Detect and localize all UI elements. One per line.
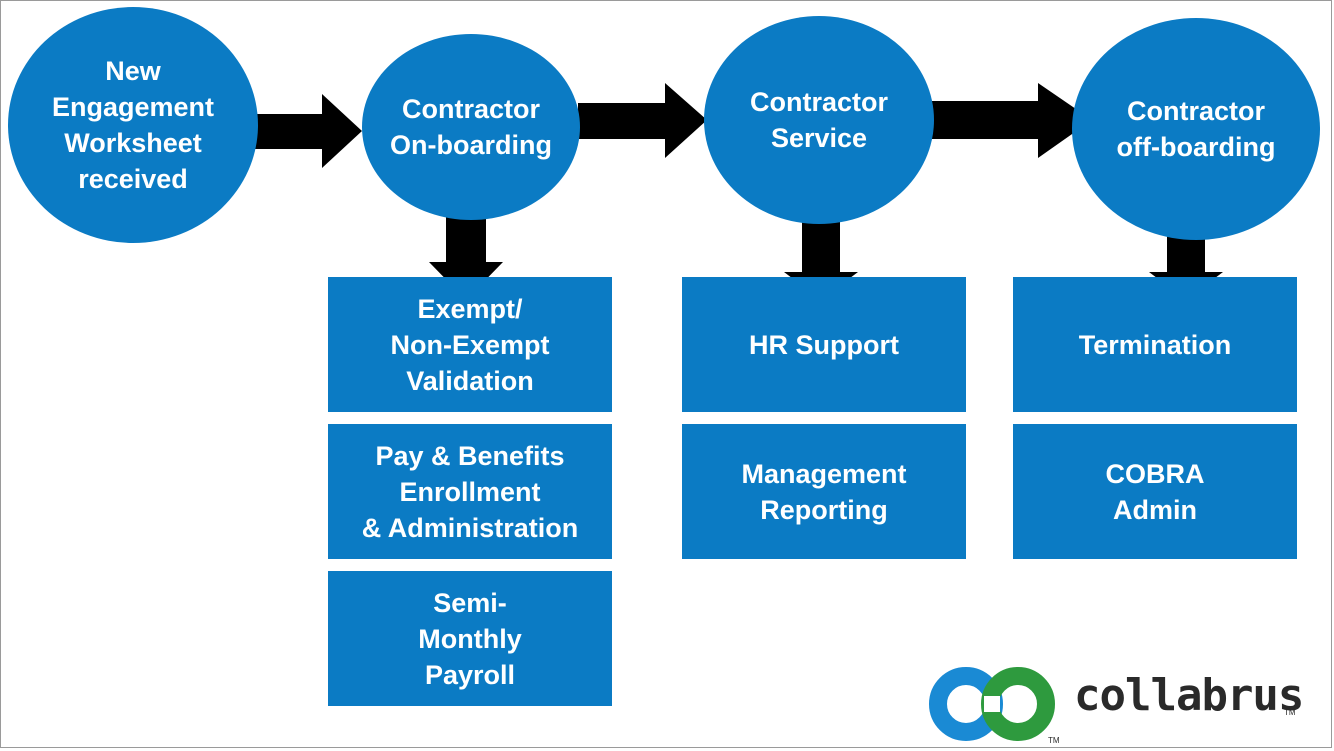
task-termination: Termination	[1013, 277, 1297, 412]
logo-tm-mark: TM	[1048, 736, 1060, 745]
task-semi-monthly-payroll: Semi- Monthly Payroll	[328, 571, 612, 706]
collabrus-logo-text: collabrus	[1074, 670, 1304, 721]
arrow-right-1	[236, 94, 362, 168]
task-pay-benefits: Pay & Benefits Enrollment & Administrati…	[328, 424, 612, 559]
collabrus-logo-mark	[929, 667, 1055, 741]
task-cobra-admin: COBRA Admin	[1013, 424, 1297, 559]
arrow-right-3	[932, 83, 1092, 158]
stage-contractor-service: Contractor Service	[704, 16, 934, 224]
stage-contractor-onboarding: Contractor On-boarding	[362, 34, 580, 220]
task-hr-support: HR Support	[682, 277, 966, 412]
arrow-right-2	[578, 83, 707, 158]
stage-contractor-offboarding: Contractor off-boarding	[1072, 18, 1320, 240]
task-management-reporting: Management Reporting	[682, 424, 966, 559]
stage-new-engagement: New Engagement Worksheet received	[8, 7, 258, 243]
logo-text-tm-mark: TM	[1284, 708, 1296, 717]
collabrus-logo: collabrus TM TM	[926, 666, 1306, 746]
task-exempt-validation: Exempt/ Non-Exempt Validation	[328, 277, 612, 412]
